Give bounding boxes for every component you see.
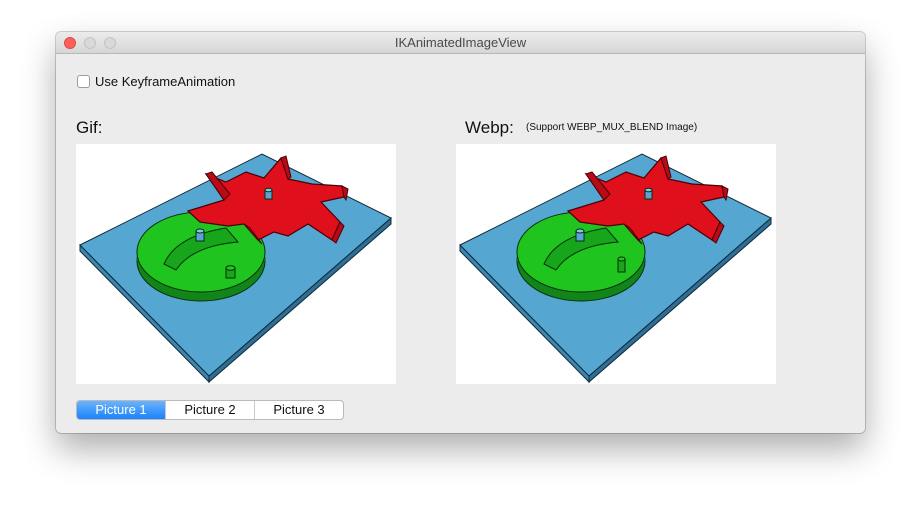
keyframe-animation-label[interactable]: Use KeyframeAnimation <box>95 73 236 89</box>
close-window-button[interactable] <box>64 37 76 49</box>
keyframe-option[interactable]: Use KeyframeAnimation <box>77 73 235 89</box>
picture-2-segment[interactable]: Picture 2 <box>166 401 255 419</box>
minimize-window-button[interactable] <box>84 37 96 49</box>
webp-heading: Webp: <box>465 118 514 137</box>
picture-3-segment[interactable]: Picture 3 <box>273 402 325 417</box>
window-title: IKAnimatedImageView <box>394 35 527 50</box>
app-window: IKAnimatedImageView Use KeyframeAnimatio… <box>56 32 865 433</box>
zoom-window-button[interactable] <box>104 37 116 49</box>
picture-1-segment[interactable]: Picture 1 <box>77 401 166 419</box>
gif-animated-image <box>79 153 392 384</box>
gif-image-view <box>76 144 396 384</box>
gif-heading: Gif: <box>76 118 103 137</box>
picture-segmented-control[interactable]: Picture 1 Picture 2 Picture 3 <box>76 400 344 420</box>
webp-image-view <box>456 144 776 384</box>
webp-support-note: (Support WEBP_MUX_BLEND Image) <box>526 122 698 133</box>
keyframe-animation-checkbox[interactable] <box>77 74 90 88</box>
webp-animated-image <box>459 153 772 384</box>
title-bar[interactable]: IKAnimatedImageView <box>56 32 865 54</box>
